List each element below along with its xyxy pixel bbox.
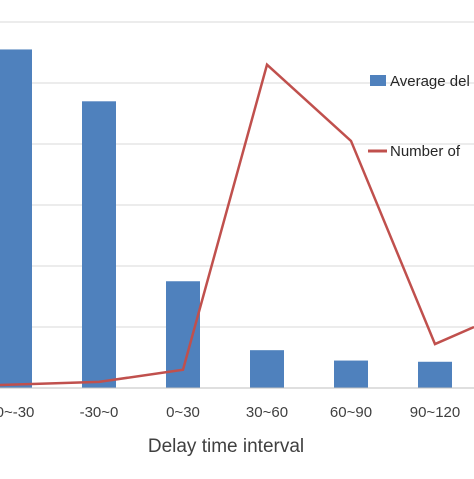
x-tick-label-3: 30~60: [246, 404, 288, 421]
x-tick-label-4: 60~90: [330, 404, 372, 421]
bar-4: [334, 361, 368, 388]
line-series-number: [0, 65, 474, 385]
x-tick-label-0: 0~-30: [0, 404, 34, 421]
x-tick-label-1: -30~0: [80, 404, 119, 421]
number-line: [0, 65, 474, 385]
x-axis-title: Delay time interval: [148, 436, 304, 457]
bar-3: [250, 350, 284, 388]
bar-1: [82, 101, 116, 388]
x-tick-label-2: 0~30: [166, 404, 200, 421]
bar-0: [0, 49, 32, 388]
legend-label-average-delay: Average del: [390, 73, 470, 90]
legend-swatch-average-delay: [370, 75, 386, 86]
legend-label-number: Number of: [390, 143, 461, 160]
x-tick-labels: 0~-30 -30~0 0~30 30~60 60~90 90~120: [0, 404, 460, 421]
bar-5: [418, 362, 452, 388]
x-tick-label-5: 90~120: [410, 404, 460, 421]
legend: Average del Number of: [368, 73, 470, 160]
